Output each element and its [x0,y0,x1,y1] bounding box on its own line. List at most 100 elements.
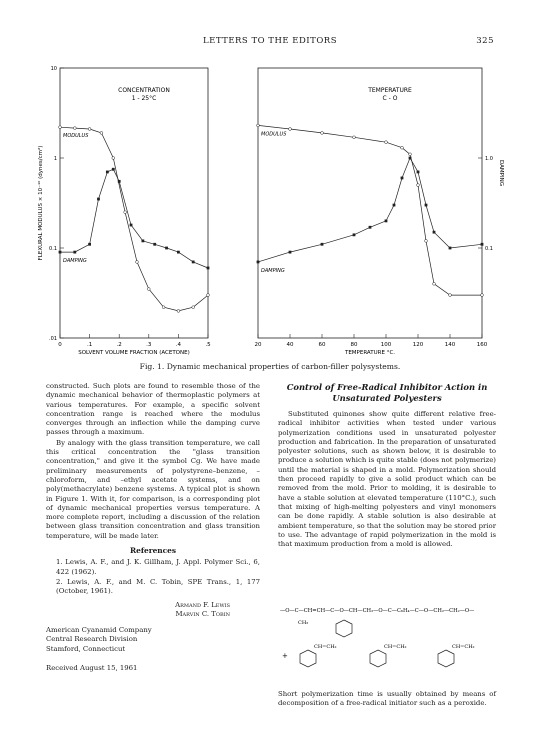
data-point [123,210,127,214]
x-tick-label: 20 [255,342,262,348]
received-date: Received August 15, 1961 [46,664,138,673]
x-axis-label: TEMPERATURE °C. [344,350,395,356]
data-point [135,260,139,264]
y-tick-label: 1.0 [485,156,493,162]
y-tick-label: 0.1 [485,246,493,252]
article-title: Control of Free-Radical Inhibitor Action… [278,382,496,404]
data-point [191,305,195,309]
data-point [320,131,324,135]
chemical-formula: —O—C—CH=CH—C—O—CH—CH₂—O—C—C₆H₄—C—O—CH₂—C… [280,608,475,668]
data-point [58,250,62,254]
x-tick-label: .1 [87,342,92,348]
data-point [87,127,92,131]
affiliation-line: American Cyanamid Company [46,625,152,634]
data-point [432,230,436,234]
series-label: DAMPING [63,258,87,264]
chart-subtitle: 1 - 25°C [132,95,157,102]
series-label: MODULUS [63,133,89,139]
data-point [141,239,145,243]
x-tick-label: 120 [413,342,424,348]
data-point [448,293,452,297]
y-tick-label: 1 [54,156,57,162]
series-line-modulus [257,125,482,296]
affiliation-line: Stamford, Connecticut [46,644,126,653]
data-point [400,146,404,150]
data-point [288,250,292,254]
formula-chain: —O—C—CH=CH—C—O—CH—CH₂—O—C—C₆H₄—C—O—CH₂—C… [280,608,474,614]
data-point [117,179,121,183]
data-point [320,242,324,246]
data-point [111,156,115,160]
data-point [408,152,412,156]
data-point [352,135,356,139]
data-point [480,242,484,246]
data-point [256,123,260,128]
right-column: Control of Free-Radical Inhibitor Action… [278,382,496,550]
formula-substituent: CH₃ [298,620,308,626]
y-tick-label: 10 [51,66,57,72]
data-point [191,260,195,264]
formula-substituent: CH=CH₂ [384,644,407,650]
data-point [161,305,166,309]
figure-caption: Fig. 1. Dynamic mechanical properties of… [139,362,401,371]
author-name: Marvin C. Tobin [175,610,230,619]
data-point [153,242,157,246]
x-tick-label: 60 [319,342,326,348]
affiliation: American Cyanamid Company Central Resear… [46,626,260,655]
references-heading: References [129,546,177,556]
data-point [99,131,104,135]
data-point [424,239,428,243]
series-label: MODULUS [261,131,287,137]
author-name: Armand F. Lewis [175,600,230,609]
data-point [432,282,436,286]
y-tick-label: 0.1 [49,246,57,252]
left-column: constructed. Such plots are found to res… [46,382,260,673]
plot-frame [257,67,483,339]
benzene-ring-icon [437,649,455,668]
data-point [400,176,404,180]
series-line-damping [60,168,209,269]
data-point [58,125,62,129]
x-tick-label: .4 [176,342,182,348]
x-tick-label: .5 [205,342,211,348]
x-tick-label: 100 [381,342,392,348]
data-point [392,203,396,207]
paragraph: Substituted quinones show quite differen… [278,410,496,549]
data-point [129,223,133,227]
chart-title: CONCENTRATION [118,87,170,94]
plus-sign: + [282,652,288,660]
data-point [424,203,428,207]
data-point [384,140,388,144]
journal-section-title: LETTERS TO THE EDITORS [202,36,338,46]
data-point [480,293,484,297]
data-point [111,167,115,171]
benzene-ring-icon [299,649,317,668]
reference-item: 2. Lewis, A. F., and M. C. Tobin, SPE Tr… [56,577,260,596]
data-point [256,260,260,264]
x-tick-label: .2 [117,342,122,348]
data-point [147,287,151,291]
affiliation-line: Central Research Division [46,635,138,644]
data-point [105,170,109,174]
data-point [206,293,210,297]
data-point [352,233,356,237]
x-tick-label: .3 [146,342,152,348]
page-number: 325 [476,36,494,46]
data-point [448,246,452,250]
plot-frame [59,67,209,339]
formula-substituent: CH=CH₂ [314,644,337,650]
data-point [288,127,292,131]
x-axis-label: SOLVENT VOLUME FRACTION (ACETONE) [78,350,190,356]
author-signature: Armand F. Lewis Marvin C. Tobin [46,601,260,620]
data-point [97,197,100,201]
data-point [384,219,388,223]
formula-substituent: CH=CH₂ [452,644,475,650]
data-point [416,183,420,187]
series-line-damping [257,157,483,263]
data-point [206,266,210,270]
series-label: DAMPING [261,268,285,274]
paragraph: Short polymerization time is usually obt… [278,690,496,708]
data-point [176,309,181,313]
data-point [88,242,91,246]
